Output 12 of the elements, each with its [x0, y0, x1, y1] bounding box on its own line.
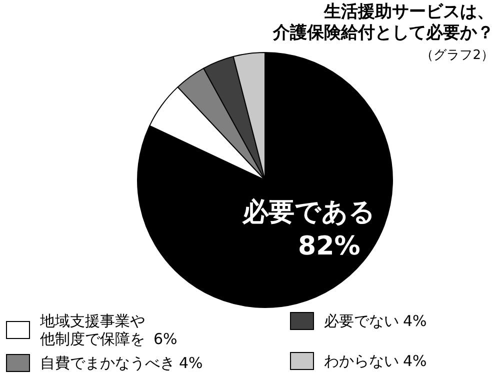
text: （グラフ2）: [420, 47, 494, 64]
legend-label: わからない: [324, 352, 399, 370]
chart-title: 生活援助サービスは、介護保険給付として必要か？: [272, 2, 494, 44]
data-label: 6%: [154, 330, 178, 348]
legend-label: 地域支援事業や他制度で保障を: [40, 312, 146, 348]
data-label: 4%: [403, 352, 427, 370]
data-label: 82%: [298, 232, 360, 262]
legend-label: 必要でない: [324, 312, 399, 330]
data-label: 4%: [179, 354, 203, 372]
data-label: 4%: [403, 312, 427, 330]
legend-label: 自費でまかなうべき: [40, 354, 175, 372]
slice-label: 必要である: [242, 198, 376, 228]
